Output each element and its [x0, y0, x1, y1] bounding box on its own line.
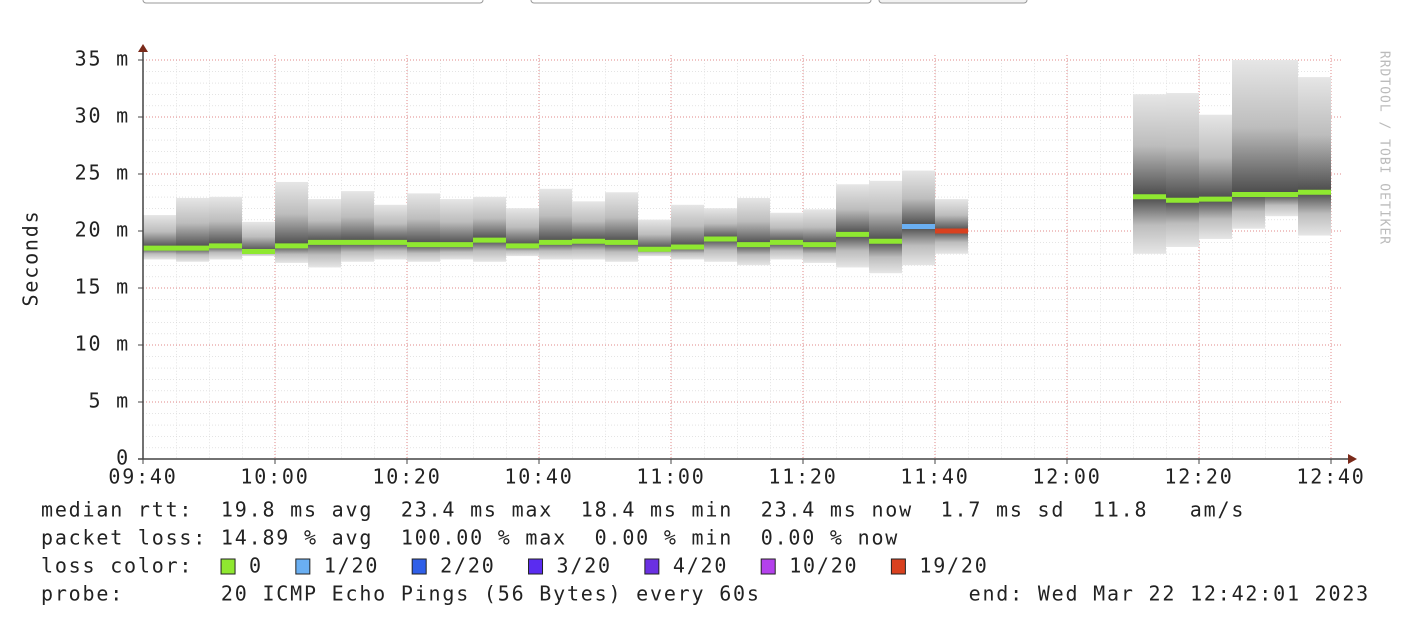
y-axis-label: Seconds	[19, 210, 43, 307]
smoke	[473, 196, 506, 262]
y-tick-label: 5 m	[88, 389, 130, 413]
smoke	[572, 201, 605, 260]
smoke	[1166, 93, 1199, 247]
smoke	[374, 204, 407, 260]
legend-swatch	[220, 558, 236, 575]
smoke	[407, 193, 440, 262]
smoke	[1232, 60, 1265, 229]
watermark: RRDTOOL / TOBI OETIKER	[1377, 51, 1392, 245]
x-tick-label: 12:40	[1296, 465, 1365, 489]
y-tick-label: 10 m	[75, 332, 130, 356]
stats-line: median rtt: 19.8 ms avg 23.4 ms max 18.4…	[41, 498, 1245, 522]
stats-line: packet loss: 14.89 % avg 100.00 % max 0.…	[41, 526, 899, 550]
smoke	[275, 181, 308, 263]
smoke	[605, 192, 638, 262]
plot	[143, 60, 1331, 274]
legend-swatch	[890, 558, 906, 575]
input-box[interactable]	[530, 0, 872, 4]
axes	[138, 44, 1357, 464]
legend-swatch	[411, 558, 427, 575]
end-time: end: Wed Mar 22 12:42:01 2023	[969, 582, 1370, 606]
smoke	[836, 184, 869, 268]
legend-label: 10/20	[789, 554, 858, 578]
x-tick-label: 12:00	[1032, 465, 1101, 489]
y-tick-label: 20 m	[75, 218, 130, 242]
legend-label: 4/20	[673, 554, 728, 578]
smoke	[671, 204, 704, 260]
legend-label: 1/20	[324, 554, 379, 578]
y-tick-label: 30 m	[75, 104, 130, 128]
y-tick-label: 35 m	[75, 47, 130, 71]
smoke	[1298, 77, 1331, 236]
smoke	[341, 191, 374, 262]
smoke	[1265, 60, 1298, 217]
smoke	[869, 180, 902, 274]
x-tick-label: 10:20	[372, 465, 441, 489]
smoke	[1199, 114, 1232, 239]
legend-swatch	[644, 558, 660, 575]
smoke	[308, 199, 341, 268]
x-tick-label: 11:00	[636, 465, 705, 489]
smoke	[143, 215, 176, 260]
probe-line: probe: 20 ICMP Echo Pings (56 Bytes) eve…	[41, 582, 761, 606]
smoke	[770, 212, 803, 260]
smoke	[704, 208, 737, 262]
y-tick-label: 0	[116, 446, 130, 470]
x-tick-label: 11:20	[768, 465, 837, 489]
y-tick-label: 25 m	[75, 161, 130, 185]
x-tick-label: 10:00	[240, 465, 309, 489]
legend-label: 2/20	[440, 554, 495, 578]
smoke	[176, 197, 209, 262]
input-box[interactable]	[142, 0, 484, 4]
smoke	[440, 199, 473, 260]
smoke	[1133, 94, 1166, 254]
legend-swatch	[528, 558, 544, 575]
smoke	[803, 209, 836, 263]
smoke	[539, 188, 572, 260]
smoke	[737, 197, 770, 266]
legend-swatch	[295, 558, 311, 575]
x-arrow	[1348, 454, 1357, 464]
smoke	[209, 196, 242, 260]
button[interactable]	[878, 0, 1028, 4]
y-arrow	[138, 44, 148, 52]
legend-label: 0	[249, 554, 263, 578]
legend-label: 3/20	[557, 554, 612, 578]
legend-swatch	[760, 558, 776, 575]
smoke	[506, 208, 539, 257]
smoke	[935, 199, 968, 254]
smoke	[902, 170, 935, 266]
legend-title: loss color:	[41, 554, 193, 578]
x-tick-label: 10:40	[504, 465, 573, 489]
y-tick-label: 15 m	[75, 275, 130, 299]
x-tick-label: 09:40	[108, 465, 177, 489]
x-tick-label: 11:40	[900, 465, 969, 489]
x-tick-label: 12:20	[1164, 465, 1233, 489]
legend-label: 19/20	[919, 554, 988, 578]
